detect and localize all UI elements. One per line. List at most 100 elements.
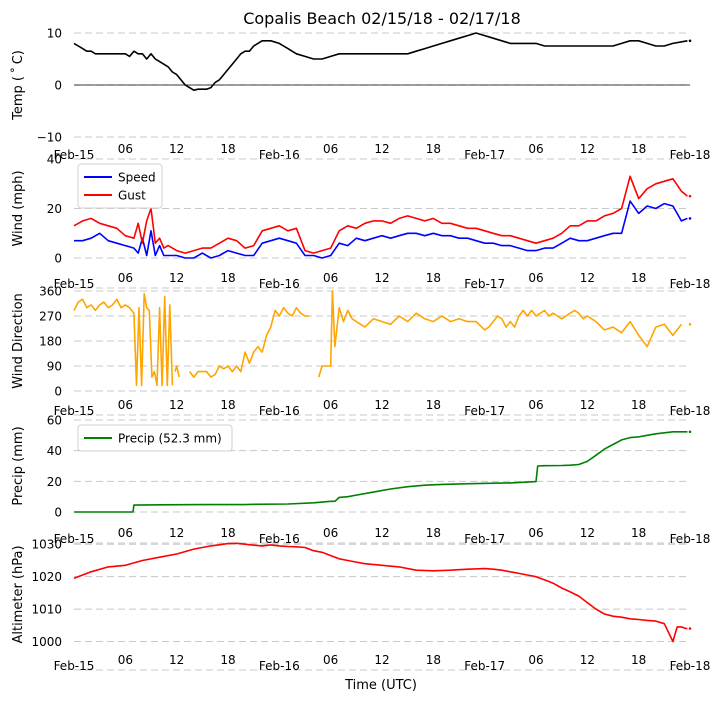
y-tick-label: −10 [37, 131, 62, 145]
y-tick-label: 40 [47, 444, 62, 458]
x-tick-label: 06 [323, 398, 338, 412]
x-axis-label: Time (UTC) [344, 678, 417, 693]
series-line-altimeter [73, 542, 688, 643]
x-tick-label: 12 [374, 653, 389, 667]
x-tick-label: 12 [580, 142, 595, 156]
x-tick-label: Feb-17 [464, 148, 505, 162]
x-tick-label: Feb-15 [54, 148, 95, 162]
y-axis-label: Temp ( ˚ C) [10, 50, 26, 121]
x-tick-label: 12 [580, 526, 595, 540]
x-tick-label: Feb-15 [54, 532, 95, 546]
x-tick-label: 12 [374, 398, 389, 412]
x-tick-label: 18 [426, 142, 441, 156]
x-tick-label: Feb-16 [259, 404, 300, 418]
x-tick-label: Feb-18 [670, 277, 711, 291]
x-tick-label: Feb-15 [54, 404, 95, 418]
x-tick-label: 18 [426, 271, 441, 285]
y-tick-label: 20 [47, 202, 62, 216]
x-tick-label: 18 [631, 526, 646, 540]
y-tick-label: 1010 [31, 603, 62, 617]
x-tick-label: 12 [169, 526, 184, 540]
x-tick-label: Feb-17 [464, 404, 505, 418]
x-tick-label: Feb-18 [670, 659, 711, 673]
legend-box [77, 424, 233, 452]
x-tick-label: 18 [631, 398, 646, 412]
x-tick-label: 06 [323, 526, 338, 540]
y-tick-label: 180 [39, 335, 62, 349]
x-tick-label: Feb-18 [670, 532, 711, 546]
y-axis-label: Precip (mm) [11, 426, 26, 505]
x-tick-label: Feb-17 [464, 532, 505, 546]
x-tick-label: 18 [631, 142, 646, 156]
x-tick-label: Feb-18 [670, 148, 711, 162]
y-tick-label: 0 [54, 252, 62, 266]
x-tick-label: 18 [220, 526, 235, 540]
panel-wind: 0 20 40 Feb-15 06 12 18 Feb-16 06 12 18 Feb-17 06 12 1… [11, 153, 710, 292]
x-tick-label: 06 [118, 398, 133, 412]
y-axis-label: Wind Direction [11, 293, 26, 389]
x-tick-label: 18 [631, 271, 646, 285]
x-tick-label: 12 [374, 526, 389, 540]
series-line-temp [73, 32, 688, 91]
y-tick-label: 0 [54, 385, 62, 399]
x-tick-label: 06 [118, 142, 133, 156]
x-tick-label: 18 [426, 398, 441, 412]
x-tick-label: Feb-16 [259, 532, 300, 546]
x-tick-label: 06 [323, 653, 338, 667]
x-tick-label: 12 [169, 271, 184, 285]
y-tick-label: 360 [39, 285, 62, 299]
series-line-direction [73, 290, 683, 387]
x-tick-label: 12 [374, 142, 389, 156]
x-tick-label: 06 [528, 142, 543, 156]
x-tick-label: Feb-17 [464, 659, 505, 673]
x-tick-label: 12 [374, 271, 389, 285]
x-tick-label: 18 [426, 653, 441, 667]
x-tick-label: 06 [528, 526, 543, 540]
y-tick-label: 1000 [31, 635, 62, 649]
x-tick-label: Feb-16 [259, 148, 300, 162]
y-tick-label: 0 [54, 506, 62, 520]
x-tick-label: Feb-15 [54, 277, 95, 291]
legend-label: Precip (52.3 mm) [118, 432, 222, 446]
x-tick-label: 12 [169, 398, 184, 412]
series-endpoint [688, 323, 692, 326]
legend-label: Gust [118, 189, 146, 203]
panels: −10 0 10 Feb-15 06 12 18 Feb-16 06 12 18 Feb-17 06 12… [10, 27, 710, 674]
x-tick-label: 12 [169, 142, 184, 156]
panel-direction: 0 90 180 270 360 Feb-15 06 12 18 Feb-16 06 12 18 Feb-… [11, 285, 710, 419]
y-tick-label: 90 [47, 360, 62, 374]
x-tick-label: Feb-17 [464, 277, 505, 291]
x-tick-label: 12 [580, 653, 595, 667]
x-tick-label: 06 [528, 398, 543, 412]
x-tick-label: 18 [220, 271, 235, 285]
x-tick-label: 06 [118, 526, 133, 540]
legend-label: Speed [118, 171, 156, 185]
y-axis-label: Wind (mph) [11, 170, 26, 246]
x-tick-label: 12 [169, 653, 184, 667]
y-tick-label: 1030 [31, 538, 62, 552]
series-endpoint [688, 194, 692, 198]
x-tick-label: 12 [580, 271, 595, 285]
series-endpoint [688, 217, 692, 220]
panel-altimeter: 1000 1010 1020 1030 Feb-15 06 12 18 Feb-16 06 12 18… [11, 538, 710, 673]
y-tick-label: 0 [54, 79, 62, 93]
x-tick-label: 06 [528, 653, 543, 667]
x-tick-label: 06 [118, 271, 133, 285]
series-endpoint [688, 430, 692, 434]
chart-title: Copalis Beach 02/15/18 - 02/17/18 [243, 9, 521, 28]
x-tick-label: 06 [323, 142, 338, 156]
x-tick-label: Feb-15 [54, 659, 95, 673]
y-tick-label: 10 [47, 27, 62, 41]
x-tick-label: Feb-16 [259, 659, 300, 673]
x-tick-label: 18 [220, 398, 235, 412]
y-axis-label: Altimeter (hPa) [11, 545, 26, 643]
x-tick-label: Feb-16 [259, 277, 300, 291]
y-tick-label: 270 [39, 310, 62, 324]
x-tick-label: 18 [631, 653, 646, 667]
series-endpoint [688, 627, 692, 630]
x-tick-label: 18 [220, 653, 235, 667]
series-line-gust [73, 175, 688, 254]
panel-temp: −10 0 10 Feb-15 06 12 18 Feb-16 06 12 18 Feb-17 06 12… [10, 27, 710, 163]
